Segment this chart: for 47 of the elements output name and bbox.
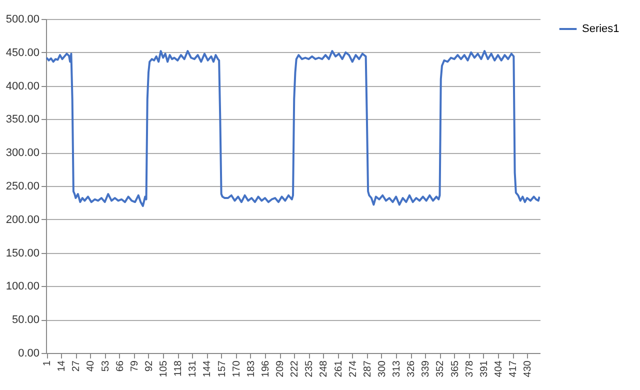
y-tick-label: 300.00 [6,147,40,160]
x-tick-label: 274 [348,360,359,378]
x-tick-label: 287 [362,360,374,378]
x-tick-label: 313 [392,360,403,378]
x-tick-label: 92 [144,360,155,372]
y-tick-label: 450.00 [6,46,40,59]
x-tick-label: 222 [290,360,301,378]
y-tick-label: 100.00 [6,280,40,293]
x-tick-label: 14 [56,360,68,372]
x-tick-label: 339 [420,360,432,378]
y-tick-label: 200.00 [6,214,40,226]
x-tick-label: 261 [333,360,344,378]
line-series [46,50,540,208]
x-tick-label: 430 [522,360,534,378]
y-tick-label: 50.00 [12,314,40,326]
x-tick-label: 352 [435,360,446,378]
x-tick-label: 183 [246,360,257,378]
x-tick-label: 404 [493,360,504,378]
x-tick-label: 157 [216,360,228,378]
x-tick-label: 391 [478,360,490,378]
y-tick-label: 500.00 [6,14,40,26]
y-tick-label: 400.00 [6,80,40,92]
x-tick-label: 170 [231,360,242,378]
x-tick-label: 79 [129,360,140,372]
x-tick-label: 209 [275,360,286,378]
x-tick-label: 365 [450,360,461,378]
x-tick-label: 53 [100,360,112,372]
x-tick-label: 196 [260,360,272,378]
x-tick-label: 40 [86,360,97,372]
x-tick-label: 144 [202,360,214,378]
x-tick-label: 417 [508,360,520,378]
x-tick-label: 27 [71,360,82,372]
y-tick-label: 250.00 [6,180,40,192]
x-tick-label: 118 [173,360,184,376]
y-tick-label: 0.00 [18,348,40,360]
legend-label: Series1 [582,23,620,35]
x-tick-label: 105 [158,360,170,378]
x-tick-label: 326 [406,360,418,378]
x-tick-label: 235 [304,360,316,378]
x-tick-label: 66 [114,360,126,372]
x-tick-label: 248 [318,360,330,378]
x-tick-label: 131 [188,360,199,378]
x-tick-label: 378 [464,360,476,378]
y-tick-label: 350.00 [6,114,40,126]
x-tick-label: 300 [376,360,388,378]
x-tick-label: 1 [42,360,54,366]
y-tick-label: 150.00 [6,247,40,260]
